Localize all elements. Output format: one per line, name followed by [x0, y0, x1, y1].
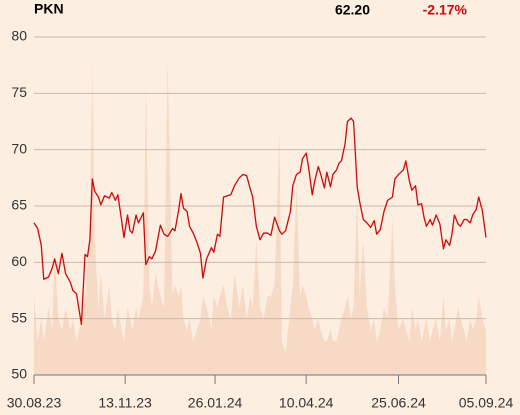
price: 62.20 [335, 2, 370, 18]
y-tick-label: 80 [11, 28, 27, 44]
x-tick-label: 13.11.23 [98, 395, 152, 411]
ticker: PKN [34, 1, 64, 17]
change: -2.17% [423, 2, 468, 18]
price-line [33, 117, 487, 325]
y-tick-label: 75 [11, 84, 27, 100]
y-tick-label: 70 [11, 140, 27, 156]
x-tick-label: 10.04.24 [279, 395, 334, 411]
y-tick-label: 65 [11, 197, 27, 213]
x-tick-label: 26.01.24 [188, 395, 243, 411]
x-tick-label: 05.09.24 [459, 395, 514, 411]
y-tick-label: 60 [11, 253, 27, 269]
volume-area [34, 59, 486, 375]
y-tick-label: 55 [11, 309, 27, 325]
x-tick-label: 30.08.23 [7, 395, 62, 411]
x-tick-label: 25.06.24 [371, 395, 426, 411]
y-tick-label: 50 [11, 366, 27, 382]
